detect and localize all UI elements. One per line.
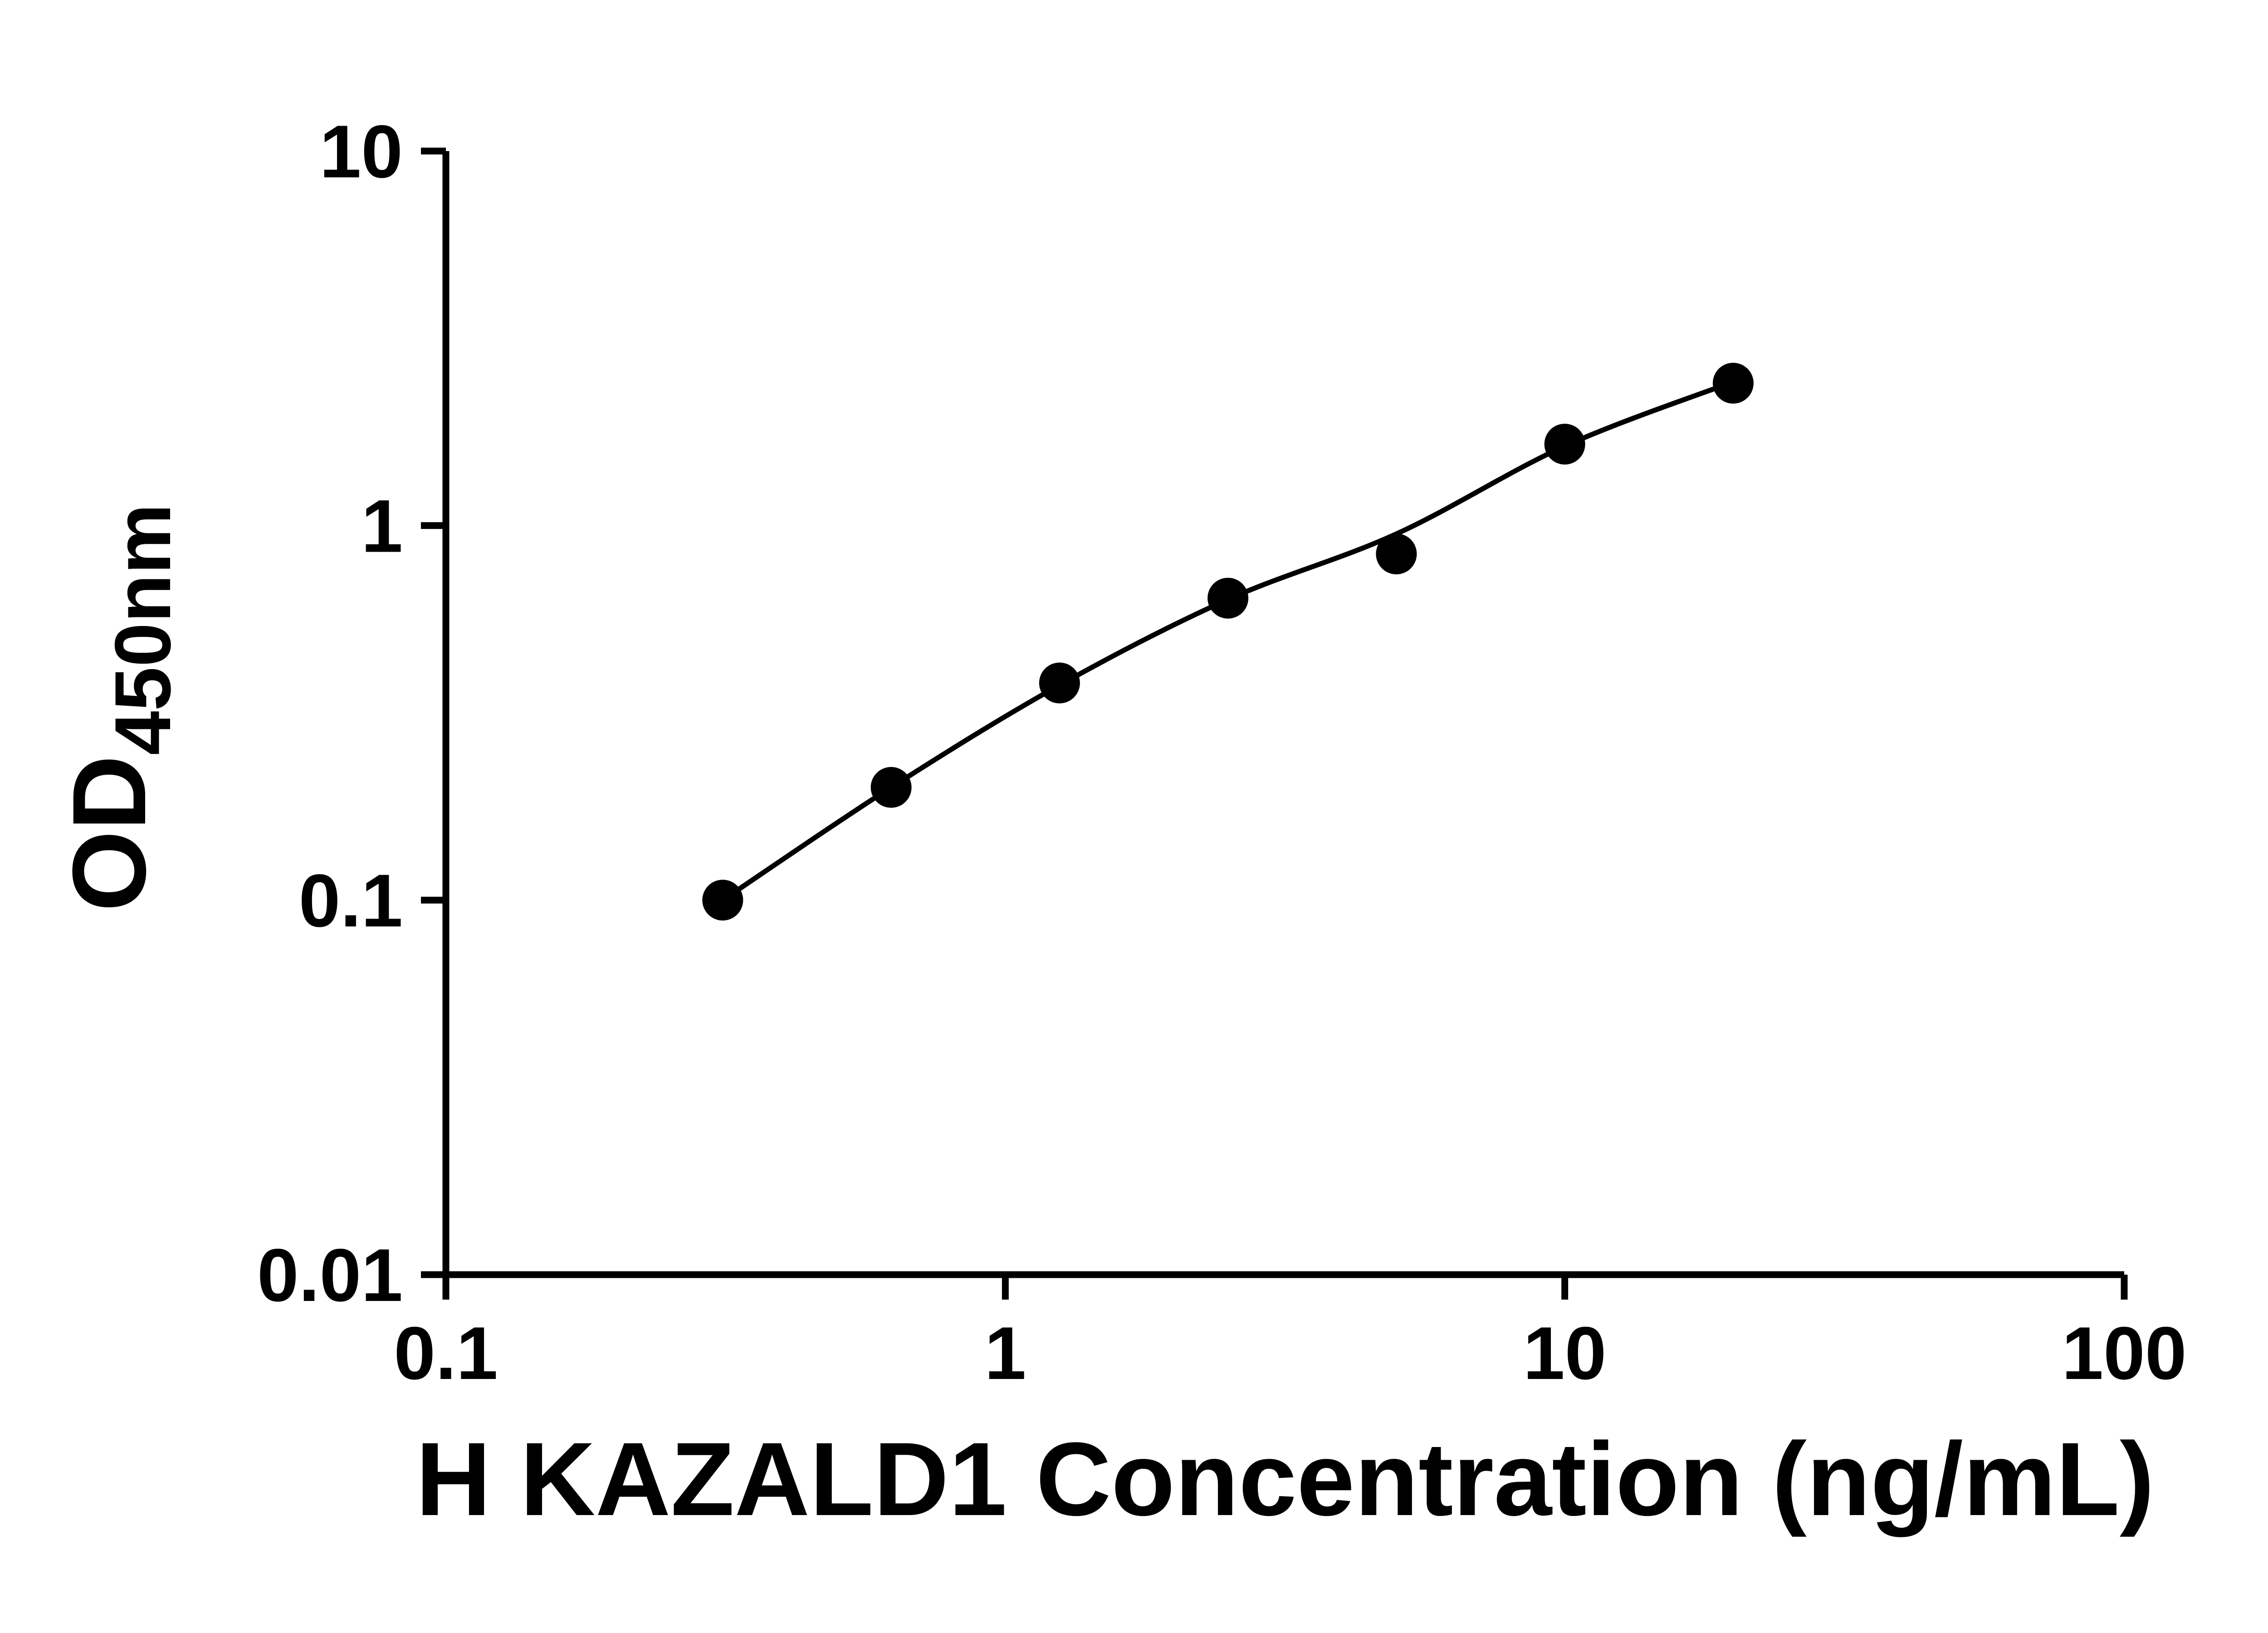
axes: [442, 151, 2124, 1278]
data-point-marker: [702, 880, 743, 921]
x-axis-tick-label: 100: [2062, 1311, 2186, 1395]
y-axis-tick-label: 1: [361, 484, 403, 568]
data-point-marker: [1712, 362, 1754, 404]
x-axis-title: H KAZALD1 Concentration (ng/mL): [415, 1421, 2154, 1537]
data-point-marker: [1039, 662, 1080, 704]
y-axis-tick-label: 0.1: [299, 859, 403, 942]
x-axis-tick-label: 0.1: [394, 1311, 498, 1395]
data-point-marker: [1207, 577, 1249, 619]
data-point-marker: [1544, 424, 1585, 465]
y-axis-title: OD450nm: [51, 504, 187, 911]
data-point-marker: [870, 767, 912, 808]
y-axis-title-subscript: 450nm: [99, 504, 187, 755]
y-axis-tick-label: 10: [319, 110, 403, 193]
data-point-marker: [1376, 533, 1417, 575]
y-axis-tick-label: 0.01: [257, 1233, 403, 1317]
x-axis-tick-label: 10: [1523, 1311, 1607, 1395]
standard-curve-fit-line: [721, 379, 1734, 902]
x-axis-tick-label: 1: [984, 1311, 1026, 1395]
